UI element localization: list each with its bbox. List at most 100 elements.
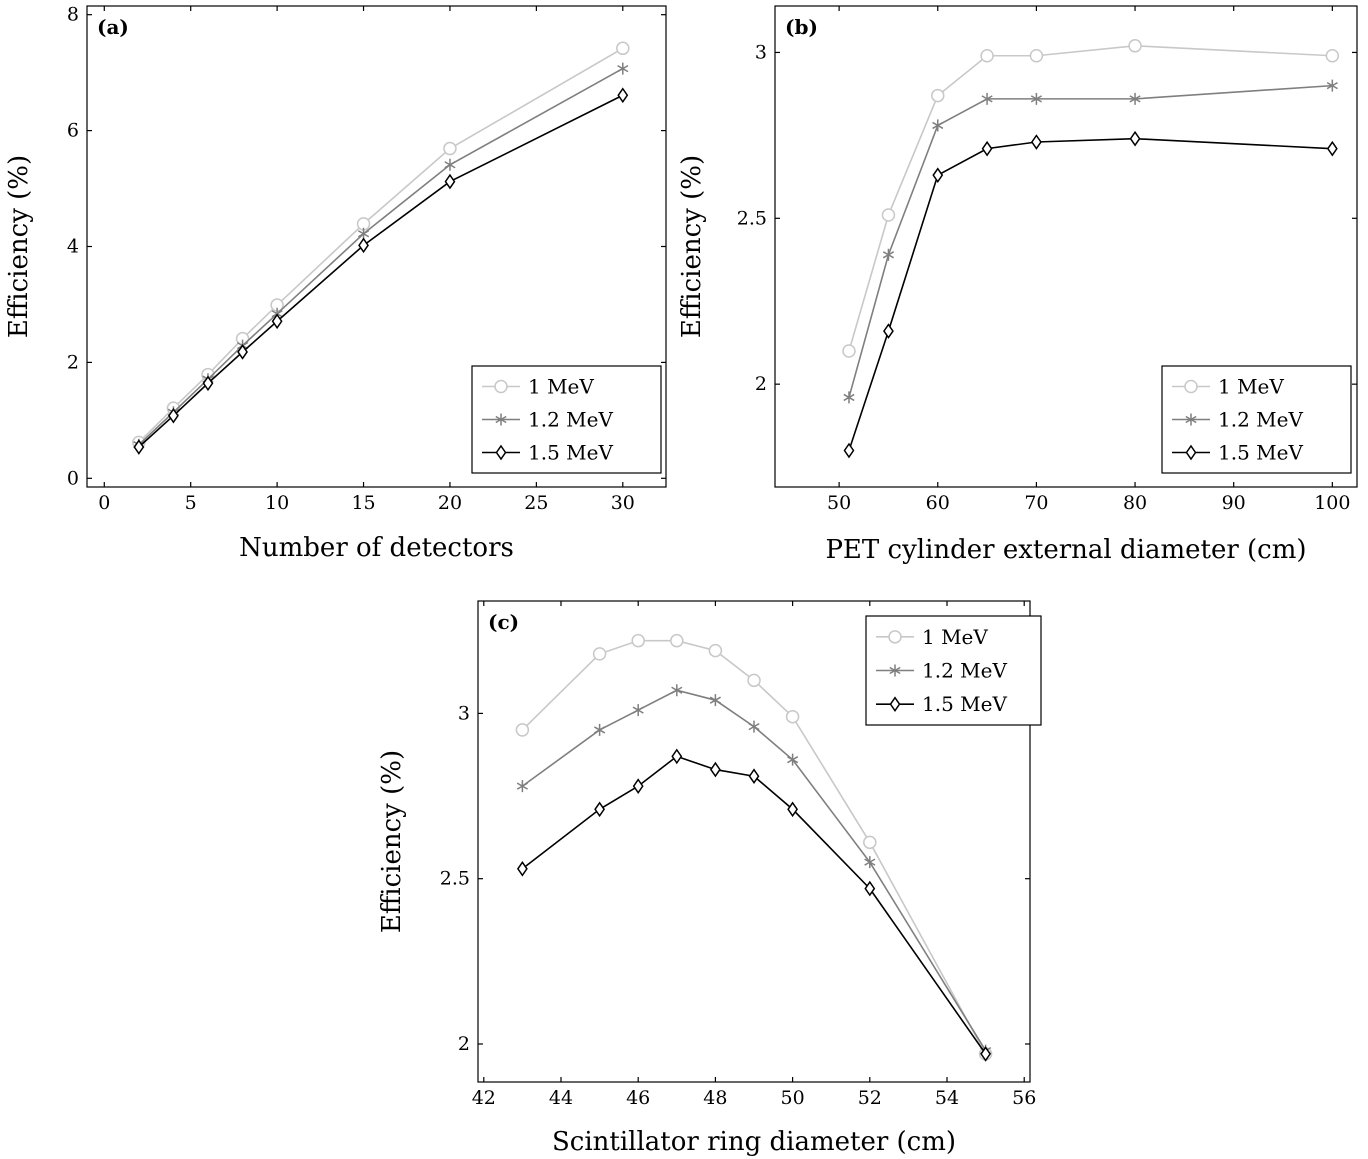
x-tick-label: 10 [265,492,289,514]
legend-marker [1185,413,1197,426]
x-tick-label: 52 [858,1087,882,1109]
legend: 1 MeV 1.2 MeV 1.5 MeV [865,615,1042,726]
data-point-marker [708,643,723,658]
legend-marker [494,379,508,394]
data-point-marker [980,1046,992,1062]
data-point-marker [671,748,683,765]
data-point-marker [1326,79,1338,92]
legend: 1 MeV 1.2 MeV 1.5 MeV [471,365,662,474]
legend-entry-label: 1.5 MeV [528,441,613,465]
x-tick-label: 15 [351,492,375,514]
x-tick-label: 50 [781,1087,805,1109]
data-point-marker [932,119,944,132]
x-tick-label: 50 [827,492,851,514]
series-line [138,94,624,448]
chart-panel-a: 0 5 10 15 20 25 30 0 2 4 6 8 Number of detectors Effi… [4,4,667,563]
x-axis-label: Scintillator ring diameter (cm) [552,1127,956,1157]
data-point-marker [1029,49,1044,63]
data-point-marker [358,237,369,254]
data-point-marker [516,780,528,793]
data-point-marker [202,375,214,392]
data-point-marker [864,880,876,897]
data-point-marker [592,647,607,661]
data-point-marker [616,41,630,56]
data-point-marker [617,62,629,75]
data-point-marker [515,723,530,737]
data-point-marker [1325,49,1340,63]
x-tick-label: 60 [926,492,950,514]
legend-entry-label: 1 MeV [1218,375,1284,399]
y-tick-label: 8 [67,4,79,26]
data-point-marker [133,439,145,455]
data-point-marker [1326,140,1338,157]
data-point-marker [594,723,606,736]
x-tick-label: 44 [549,1087,573,1109]
x-tick-label: 20 [438,492,462,514]
data-point-marker [931,88,945,103]
chart-panel-c: 42 44 46 48 50 52 54 56 2 2.5 3 Scintillator ring d… [377,600,1042,1157]
x-tick-label: 90 [1222,492,1246,514]
panel-label: (a) [97,15,129,39]
data-point-marker [516,860,528,877]
data-point-marker [632,704,644,717]
legend-entry-label: 1 MeV [922,625,988,649]
legend-marker [1184,379,1198,394]
data-point-marker [863,835,877,850]
chart-panel-b: 50 60 70 80 90 100 2 2.5 3 PET cylinder external … [677,5,1358,565]
x-axis-label: Number of detectors [239,533,514,563]
x-tick-label: 70 [1024,492,1048,514]
x-tick-label: 80 [1123,492,1147,514]
data-point-marker [617,87,629,104]
data-point-marker [709,761,721,778]
data-point-marker [881,208,896,222]
legend-entry-label: 1.2 MeV [922,659,1007,683]
series-1-2-mev [843,79,1338,404]
data-point-marker [843,442,855,459]
legend: 1 MeV 1.2 MeV 1.5 MeV [1161,365,1352,474]
panel-label: (b) [785,15,818,39]
series-line [848,45,1333,352]
series-1-5-mev [133,87,629,455]
legend-entry-label: 1.5 MeV [1218,441,1303,465]
y-tick-label: 2 [458,1033,470,1055]
data-point-marker [1030,134,1042,150]
y-axis-label: Efficiency (%) [377,750,407,933]
data-point-marker [1129,130,1141,147]
legend-entry-label: 1.2 MeV [528,408,613,432]
series-line [138,47,624,443]
legend-entry-label: 1 MeV [528,375,594,399]
legend-marker [1185,444,1197,461]
y-tick-label: 2 [67,351,79,373]
series-line [521,755,987,1055]
data-point-marker [842,344,856,358]
y-tick-label: 2 [755,373,767,395]
x-tick-label: 30 [611,492,635,514]
data-point-marker [1128,39,1142,53]
y-axis-label: Efficiency (%) [4,155,34,338]
data-point-marker [747,673,761,688]
legend-marker [495,444,507,461]
data-point-marker [882,248,895,261]
panel-label: (c) [488,610,519,634]
y-tick-label: 3 [755,41,767,63]
data-point-marker [709,694,721,707]
x-tick-label: 56 [1012,1087,1036,1109]
y-tick-label: 3 [458,702,470,724]
legend-entry-label: 1.5 MeV [922,692,1007,716]
data-point-marker [864,856,876,869]
series-1-5-mev [843,130,1338,459]
data-point-marker [932,167,944,183]
data-point-marker [444,173,456,190]
x-tick-label: 42 [472,1087,496,1109]
y-tick-label: 2.5 [440,868,470,890]
y-tick-label: 2.5 [737,207,767,229]
data-point-marker [981,140,993,157]
data-point-marker [1030,92,1042,105]
y-axis-label: Efficiency (%) [677,155,707,338]
data-point-marker [671,684,683,697]
plot-area-frame [477,600,1031,1083]
data-point-marker [980,49,994,63]
legend-entry-label: 1.2 MeV [1218,408,1303,432]
x-tick-label: 25 [524,492,548,514]
